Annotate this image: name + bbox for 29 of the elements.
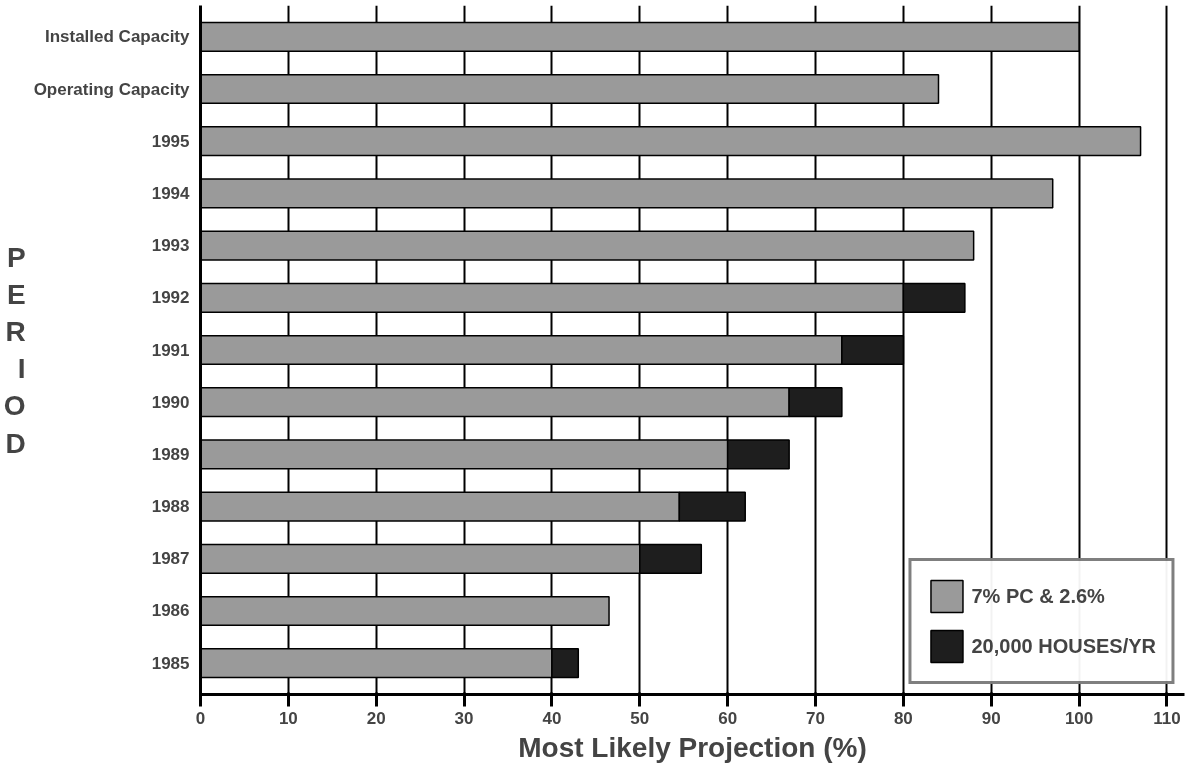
x-tick-label: 40: [542, 708, 562, 728]
x-tick-label: 60: [718, 708, 738, 728]
y-tick-label: 1991: [151, 340, 190, 360]
x-tick-label: 110: [1153, 708, 1181, 728]
x-tick-label: 80: [893, 708, 913, 728]
x-axis-title: Most Likely Projection (%): [518, 731, 867, 763]
x-tick-label: 10: [278, 708, 298, 728]
y-tick-label: 1994: [151, 183, 191, 203]
y-tick-label: 1995: [151, 131, 190, 151]
legend-label: 7% PC & 2.6%: [971, 584, 1105, 608]
y-tick-label: 1985: [151, 653, 190, 673]
y-tick-label: Installed Capacity: [44, 27, 191, 47]
x-tick-label: 30: [454, 708, 474, 728]
y-tick-label: 1993: [151, 236, 190, 256]
x-tick-label: 70: [806, 708, 825, 728]
legend-label: 20,000 HOUSES/YR: [971, 634, 1156, 658]
x-tick-label: 0: [195, 708, 206, 728]
x-tick-label: 100: [1064, 708, 1094, 728]
x-tick-label: 20: [366, 708, 386, 728]
y-tick-label: 1986: [151, 601, 190, 621]
x-tick-label: 50: [630, 708, 650, 728]
y-tick-label: 1992: [151, 288, 190, 308]
y-tick-label: 1988: [151, 497, 190, 517]
y-axis-title: PERIOD: [3, 241, 26, 459]
y-tick-label: 1989: [151, 444, 190, 464]
y-tick-label: 1987: [151, 549, 190, 569]
y-tick-label: Operating Capacity: [33, 79, 191, 99]
x-tick-label: 90: [981, 708, 1001, 728]
y-tick-label: 1990: [151, 392, 190, 412]
